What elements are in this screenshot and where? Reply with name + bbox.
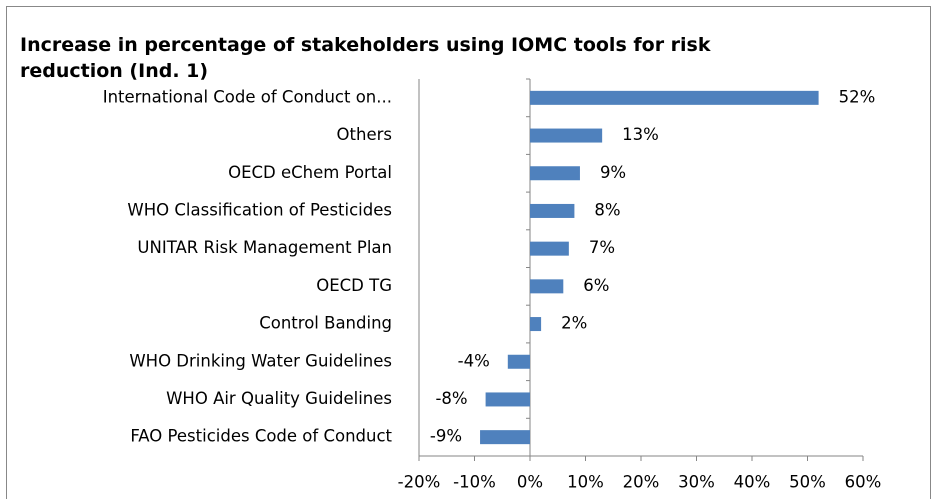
y-tick-label: WHO Air Quality Guidelines: [166, 389, 392, 408]
bar: [530, 166, 580, 181]
y-tick-label: UNITAR Risk Management Plan: [137, 238, 392, 257]
x-tick-label: 0%: [517, 473, 543, 492]
value-label: 8%: [594, 200, 620, 219]
x-tick-label: 10%: [567, 473, 604, 492]
value-label: 13%: [622, 125, 659, 144]
bar: [507, 354, 530, 369]
chart-frame: [6, 6, 931, 499]
x-tick-label: 60%: [845, 473, 882, 492]
y-tick-label: WHO Drinking Water Guidelines: [129, 351, 392, 370]
value-label: -4%: [458, 351, 490, 370]
y-tick-label: Control Banding: [259, 314, 392, 333]
bar: [530, 317, 542, 332]
x-tick-label: 50%: [789, 473, 826, 492]
value-label: -9%: [430, 427, 462, 446]
y-tick-label: WHO Classification of Pesticides: [127, 200, 392, 219]
y-tick-label: FAO Pesticides Code of Conduct: [130, 427, 392, 446]
x-tick-label: 20%: [623, 473, 660, 492]
x-tick-label: 30%: [678, 473, 715, 492]
x-tick-label: -20%: [398, 473, 441, 492]
x-tick-label: 40%: [734, 473, 771, 492]
chart-title: Increase in percentage of stakeholders u…: [20, 34, 711, 82]
value-label: -8%: [435, 389, 467, 408]
bar: [530, 128, 603, 143]
value-label: 6%: [583, 276, 609, 295]
value-label: 7%: [589, 238, 615, 257]
bar: [480, 430, 530, 445]
x-tick-label: -10%: [453, 473, 496, 492]
bar: [530, 241, 569, 256]
value-label: 52%: [839, 87, 876, 106]
y-tick-label: OECD TG: [316, 276, 392, 295]
bar: [530, 279, 564, 294]
bar: [485, 392, 530, 407]
y-tick-label: OECD eChem Portal: [228, 163, 392, 182]
y-tick-label: International Code of Conduct on...: [103, 87, 392, 106]
y-tick-label: Others: [337, 125, 392, 144]
value-label: 2%: [561, 314, 587, 333]
bar: [530, 203, 575, 218]
value-label: 9%: [600, 163, 626, 182]
bar: [530, 90, 819, 105]
